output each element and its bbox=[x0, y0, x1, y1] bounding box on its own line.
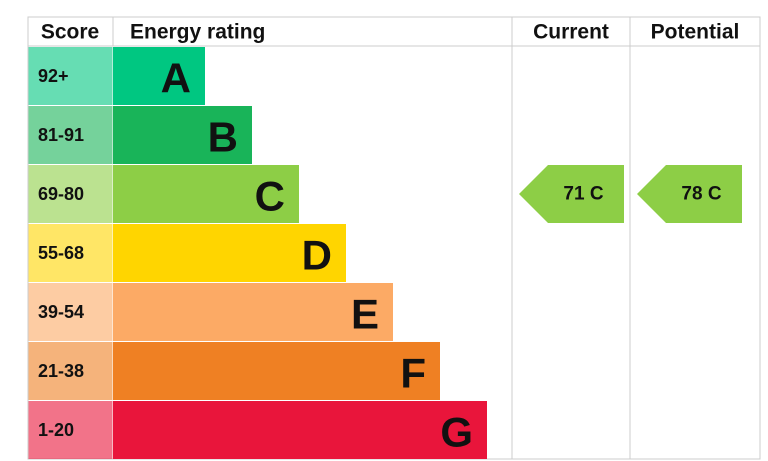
band-bar bbox=[113, 283, 393, 341]
score-label: 92+ bbox=[38, 66, 69, 86]
band-letter: G bbox=[440, 409, 473, 456]
header-potential: Potential bbox=[651, 21, 740, 44]
potential-label: 78 C bbox=[681, 184, 721, 205]
potential-arrow bbox=[637, 165, 742, 223]
header-score: Score bbox=[41, 21, 99, 44]
band-bar bbox=[113, 342, 440, 400]
score-label: 39-54 bbox=[38, 302, 84, 322]
header-rating: Energy rating bbox=[130, 21, 265, 44]
score-cell bbox=[28, 342, 113, 400]
band-bar bbox=[113, 47, 205, 105]
score-cell bbox=[28, 224, 113, 282]
score-cell bbox=[28, 401, 113, 459]
band-letter: E bbox=[351, 291, 379, 338]
band-letter: D bbox=[302, 232, 332, 279]
score-cell bbox=[28, 283, 113, 341]
band-bar bbox=[113, 401, 487, 459]
score-label: 55-68 bbox=[38, 243, 84, 263]
score-cell bbox=[28, 106, 113, 164]
header-current: Current bbox=[533, 21, 609, 44]
band-bar bbox=[113, 106, 252, 164]
band-letter: F bbox=[400, 350, 426, 397]
band-bar bbox=[113, 224, 346, 282]
score-label: 21-38 bbox=[38, 361, 84, 381]
score-cell bbox=[28, 165, 113, 223]
band-letter: B bbox=[208, 114, 238, 161]
band-bar bbox=[113, 165, 299, 223]
score-label: 81-91 bbox=[38, 125, 84, 145]
band-letter: A bbox=[161, 55, 191, 102]
current-arrow bbox=[519, 165, 624, 223]
score-label: 1-20 bbox=[38, 420, 74, 440]
current-label: 71 C bbox=[563, 184, 603, 205]
score-label: 69-80 bbox=[38, 184, 84, 204]
band-letter: C bbox=[255, 173, 285, 220]
score-cell bbox=[28, 47, 113, 105]
